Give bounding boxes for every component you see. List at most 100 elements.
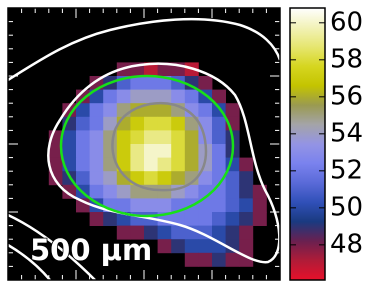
cell bbox=[212, 130, 226, 144]
cell bbox=[198, 212, 212, 226]
colorbar-tick-label: 56 bbox=[330, 81, 363, 111]
cell bbox=[185, 239, 199, 253]
scale-bar-label: 500 μm bbox=[30, 233, 152, 267]
cell bbox=[226, 171, 240, 185]
cell bbox=[90, 144, 104, 158]
cell bbox=[62, 130, 76, 144]
cell bbox=[90, 103, 104, 117]
cell bbox=[171, 158, 185, 172]
cell bbox=[90, 212, 104, 226]
cell bbox=[90, 130, 104, 144]
cell bbox=[226, 212, 240, 226]
cell bbox=[103, 171, 117, 185]
cell bbox=[76, 130, 90, 144]
cell bbox=[130, 90, 144, 104]
cell bbox=[130, 158, 144, 172]
cell bbox=[103, 90, 117, 104]
cell bbox=[239, 198, 253, 212]
cell bbox=[62, 144, 76, 158]
cell bbox=[198, 253, 212, 267]
cell bbox=[76, 144, 90, 158]
colorbar-tick-label: 60 bbox=[330, 7, 363, 37]
cell bbox=[144, 117, 158, 131]
cell bbox=[158, 226, 172, 240]
cell bbox=[103, 144, 117, 158]
cell bbox=[226, 226, 240, 240]
cell bbox=[144, 198, 158, 212]
cell bbox=[226, 185, 240, 199]
cell bbox=[253, 198, 267, 212]
cell bbox=[117, 185, 131, 199]
cell bbox=[185, 144, 199, 158]
cell bbox=[198, 103, 212, 117]
cell bbox=[185, 253, 199, 267]
cell bbox=[158, 171, 172, 185]
colorbar-tick-label: 50 bbox=[330, 192, 363, 222]
cell bbox=[212, 144, 226, 158]
colorbar-tick-label: 54 bbox=[330, 118, 363, 148]
cell bbox=[117, 90, 131, 104]
colorbar-tick-label: 58 bbox=[330, 44, 363, 74]
cell bbox=[239, 212, 253, 226]
cell bbox=[90, 117, 104, 131]
cell bbox=[158, 158, 172, 172]
cell bbox=[90, 158, 104, 172]
cell bbox=[226, 103, 240, 117]
cell bbox=[103, 103, 117, 117]
cell bbox=[185, 130, 199, 144]
cell bbox=[212, 117, 226, 131]
cell bbox=[171, 144, 185, 158]
cell bbox=[144, 90, 158, 104]
cell bbox=[158, 130, 172, 144]
cell bbox=[76, 171, 90, 185]
cell bbox=[171, 226, 185, 240]
cell bbox=[117, 144, 131, 158]
cell bbox=[90, 185, 104, 199]
cell bbox=[158, 90, 172, 104]
cell bbox=[239, 239, 253, 253]
cell bbox=[144, 76, 158, 90]
cell bbox=[212, 226, 226, 240]
cell bbox=[239, 171, 253, 185]
cell bbox=[212, 185, 226, 199]
cell bbox=[144, 130, 158, 144]
cell bbox=[212, 158, 226, 172]
cell bbox=[171, 130, 185, 144]
cell bbox=[239, 226, 253, 240]
cell bbox=[158, 185, 172, 199]
cell bbox=[117, 130, 131, 144]
cell bbox=[103, 185, 117, 199]
cell bbox=[198, 76, 212, 90]
cell bbox=[212, 198, 226, 212]
cell bbox=[130, 117, 144, 131]
colorbar bbox=[290, 8, 325, 280]
cell bbox=[158, 117, 172, 131]
cell bbox=[76, 117, 90, 131]
cell bbox=[158, 103, 172, 117]
cell bbox=[158, 239, 172, 253]
cell bbox=[103, 212, 117, 226]
cell bbox=[158, 198, 172, 212]
cell bbox=[185, 185, 199, 199]
cell bbox=[144, 158, 158, 172]
cell bbox=[130, 198, 144, 212]
cell bbox=[90, 171, 104, 185]
cell bbox=[171, 171, 185, 185]
cell bbox=[171, 239, 185, 253]
cell bbox=[226, 198, 240, 212]
cell bbox=[226, 253, 240, 267]
cell bbox=[158, 144, 172, 158]
cell bbox=[239, 158, 253, 172]
cell bbox=[171, 90, 185, 104]
cell bbox=[185, 158, 199, 172]
cell bbox=[76, 158, 90, 172]
cell bbox=[144, 171, 158, 185]
cell bbox=[212, 253, 226, 267]
cell bbox=[171, 117, 185, 131]
colorbar-tick-label: 52 bbox=[330, 155, 363, 185]
cell bbox=[130, 144, 144, 158]
cell bbox=[185, 212, 199, 226]
chart: 500 μm 48505254565860 bbox=[0, 0, 382, 282]
cell bbox=[144, 185, 158, 199]
cell bbox=[130, 130, 144, 144]
